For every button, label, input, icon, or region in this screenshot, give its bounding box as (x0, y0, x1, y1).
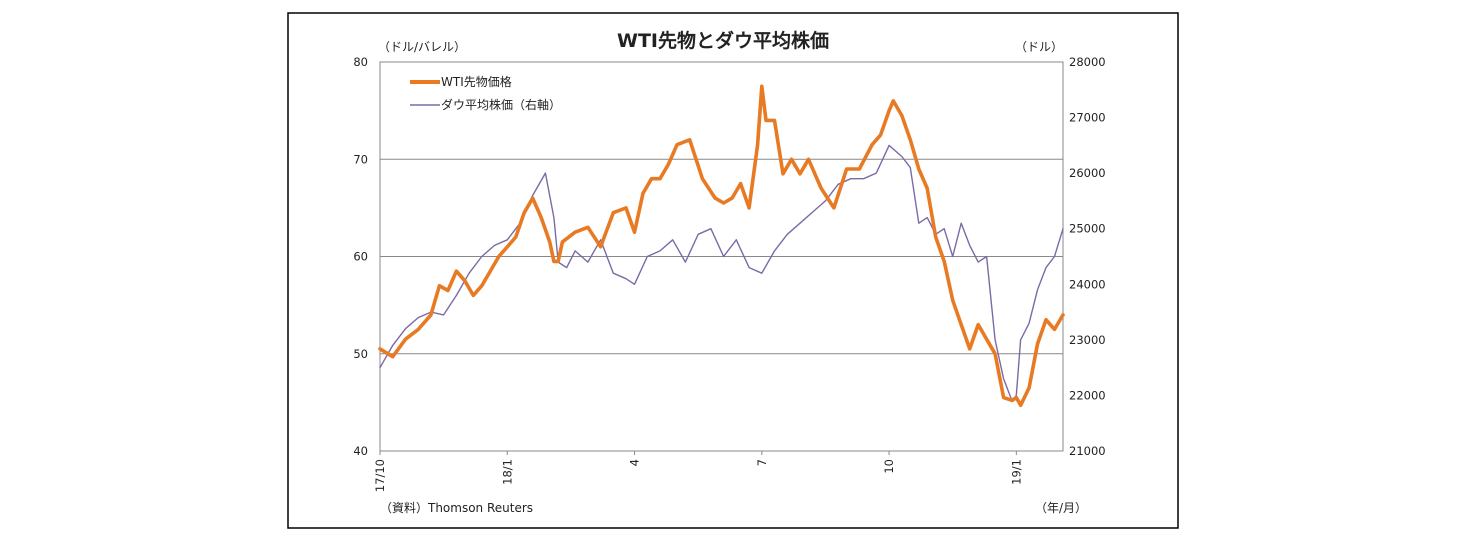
x-tick-label: 7 (755, 459, 769, 466)
y-right-tick-label: 26000 (1069, 166, 1106, 180)
x-axis-unit: （年/月） (1035, 501, 1087, 515)
chart-title: WTI先物とダウ平均株価 (617, 29, 829, 52)
y-left-tick-label: 50 (353, 347, 368, 361)
legend-label-dow: ダウ平均株価（右軸） (441, 97, 561, 112)
y-right-tick-label: 21000 (1069, 444, 1106, 458)
y-left-tick-label: 80 (353, 55, 368, 69)
y-right-tick-label: 22000 (1069, 388, 1106, 402)
x-tick-label: 17/10 (373, 459, 387, 492)
x-ticks: 17/10 18/1 4 7 10 19/1 (373, 451, 1023, 492)
legend-label-wti: WTI先物価格 (441, 74, 512, 89)
grid-lines (380, 158, 1063, 355)
x-tick-label: 10 (882, 459, 896, 474)
y-left-ticks: 80 70 60 50 40 (353, 55, 368, 458)
y-right-tick-label: 24000 (1069, 277, 1106, 291)
y-right-tick-label: 23000 (1069, 333, 1106, 347)
series-line-1 (379, 144, 1064, 402)
y-right-tick-label: 25000 (1069, 222, 1106, 236)
chart-outer-frame (287, 12, 1179, 529)
y-right-tick-label: 27000 (1069, 111, 1106, 125)
legend: WTI先物価格 ダウ平均株価（右軸） (410, 74, 561, 112)
x-tick-label: 18/1 (500, 459, 514, 485)
x-tick-label: 4 (628, 459, 642, 466)
y-left-tick-label: 70 (353, 152, 368, 166)
y-right-ticks: 28000 27000 26000 25000 24000 23000 22000 21000 (1069, 55, 1106, 458)
series-lines (378, 84, 1065, 408)
y-left-unit: （ドル/バレル） (378, 40, 466, 54)
y-left-tick-label: 40 (353, 444, 368, 458)
y-right-tick-label: 28000 (1069, 55, 1106, 69)
source-note: （資料）Thomson Reuters (380, 501, 533, 515)
y-right-unit: （ドル） (1015, 40, 1063, 54)
plot-area (379, 61, 1064, 452)
y-left-tick-label: 60 (353, 250, 368, 264)
series-line-0 (378, 84, 1065, 408)
x-tick-label: 19/1 (1009, 459, 1023, 485)
